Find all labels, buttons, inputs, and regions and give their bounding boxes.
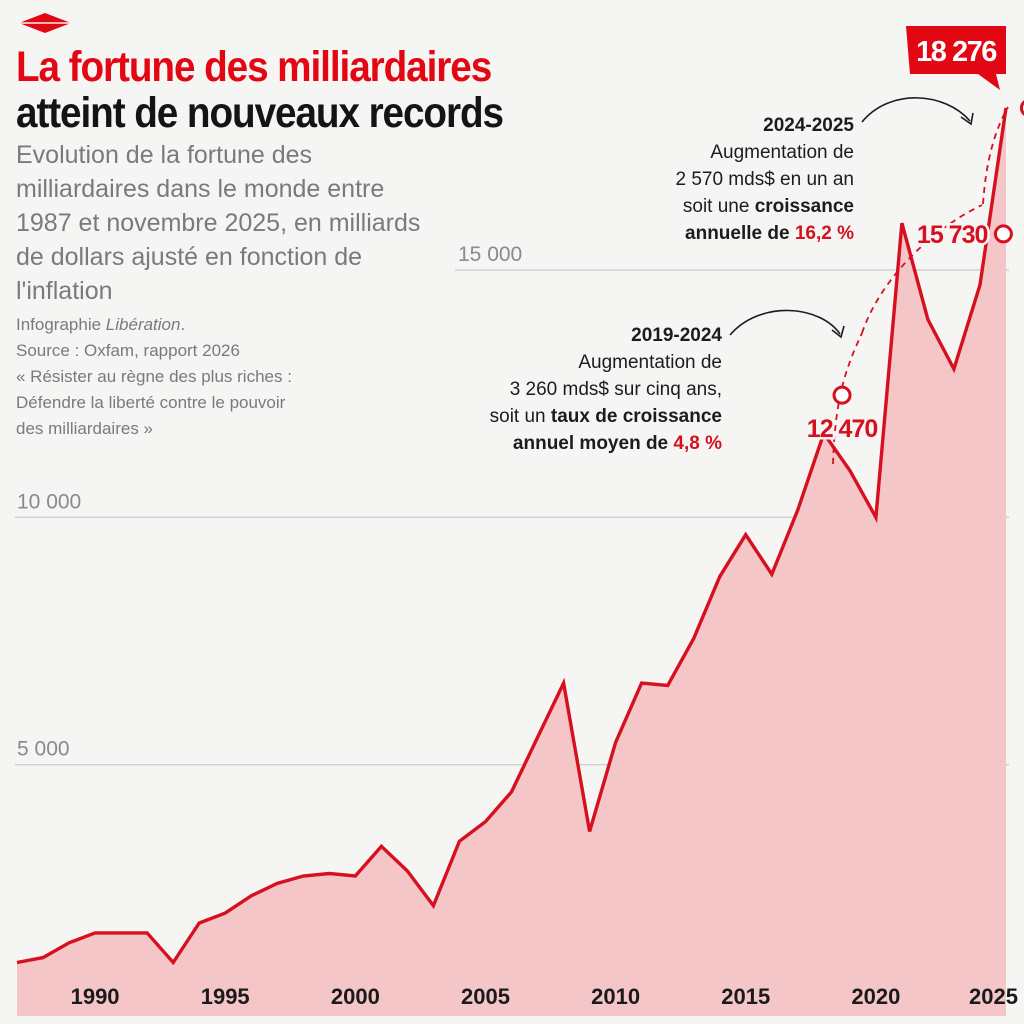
highlight-marker-1 xyxy=(993,224,1013,244)
annotation-2019-2024-line-4-bold: annuel moyen de xyxy=(512,433,674,454)
title-line-1: La fortune des milliardaires xyxy=(16,43,492,91)
annotation-2024-2025-line-2: 2 570 mds$ en un an xyxy=(675,169,854,190)
x-tick-label-2010: 2010 xyxy=(591,984,640,1009)
area-layer xyxy=(17,108,1006,1016)
annotation-2024-2025-line-3-bold: croissance xyxy=(754,196,854,217)
x-tick-label-1995: 1995 xyxy=(201,984,250,1009)
x-tick-label-2005: 2005 xyxy=(461,984,510,1009)
label-layer: 12 470 15 730 18 276 xyxy=(804,26,1006,446)
annotation-2019-2024-rate: 4,8 % xyxy=(673,433,722,454)
y-tick-label-5000: 5 000 xyxy=(17,738,70,761)
area-fill xyxy=(17,108,1006,1016)
x-tick-label-2025: 2025 xyxy=(969,984,1018,1009)
subtitle: Evolution de la fortune des milliardaire… xyxy=(16,141,421,305)
arrowhead-2024-2025 xyxy=(960,112,974,126)
highlight-marker-0 xyxy=(832,385,852,405)
y-tick-label-10000: 10 000 xyxy=(17,490,81,513)
annotation-2024-2025-line-1: Augmentation de xyxy=(710,142,854,163)
credit-infographie-name: Libération xyxy=(105,315,181,334)
arrow-2024-2025 xyxy=(861,97,971,123)
credit-infographie: Infographie Libération. xyxy=(16,312,456,338)
dashed-connector-2019-2024-b xyxy=(861,204,983,334)
x-tick-label-1990: 1990 xyxy=(71,984,120,1009)
annotation-2019-2024-line-4: annuel moyen de 4,8 % xyxy=(490,430,722,457)
title-line-2: atteint de nouveaux records xyxy=(16,89,504,137)
series-line xyxy=(16,107,1008,966)
arrow-2019-2024 xyxy=(729,309,841,336)
highlight-label-12470: 12 470 xyxy=(807,415,878,443)
x-tick-label-2000: 2000 xyxy=(331,984,380,1009)
highlight-label-18276: 18 276 xyxy=(916,36,997,68)
annotation-2024-2025-line-4: annuelle de 16,2 % xyxy=(675,220,854,247)
annotation-2019-2024: 2019-2024 Augmentation de 3 260 mds$ sur… xyxy=(490,322,722,457)
credit-report-line-3: des milliardaires » xyxy=(16,419,153,438)
credit-infographie-suffix: . xyxy=(180,315,186,334)
highlight-marker-2 xyxy=(1019,100,1024,116)
tick-layer: 1990 1995 2000 2005 2010 2015 2020 2025 xyxy=(71,984,1018,1009)
annotation-2019-2024-line-2: 3 260 mds$ sur cinq ans, xyxy=(509,379,722,400)
marker-layer xyxy=(832,100,1024,405)
arrowhead-2019-2024 xyxy=(831,325,845,339)
annotation-2019-2024-line-3-bold: taux de croissance xyxy=(550,406,722,427)
annotation-2019-2024-line-3-plain: soit un xyxy=(489,406,551,427)
annotation-2024-2025-title: 2024-2025 xyxy=(763,115,854,136)
x-tick-label-2015: 2015 xyxy=(721,984,770,1009)
callout-box-18276 xyxy=(906,26,1006,90)
highlight-label-15730: 15 730 xyxy=(917,221,988,249)
credit-report-line-2: Défendre la liberté contre le pouvoir xyxy=(16,393,286,412)
dashed-connector-2019-2024 xyxy=(832,332,863,465)
annotation-2019-2024-line-1: Augmentation de xyxy=(578,352,722,373)
annotation-2019-2024-title: 2019-2024 xyxy=(631,325,722,346)
liberation-logo xyxy=(19,13,71,33)
x-tick-label-2020: 2020 xyxy=(851,984,900,1009)
credits: Infographie Libération. Source : Oxfam, … xyxy=(16,312,456,442)
annotation-2024-2025: 2024-2025 Augmentation de 2 570 mds$ en … xyxy=(675,112,854,247)
annotation-2024-2025-line-4-bold: annuelle de xyxy=(685,223,795,244)
annotation-2024-2025-line-3: soit une croissance xyxy=(675,193,854,220)
y-tick-label-15000: 15 000 xyxy=(458,243,522,266)
annotation-2019-2024-line-3: soit un taux de croissance xyxy=(490,403,722,430)
annotation-2024-2025-line-3-plain: soit une xyxy=(682,196,755,217)
annotation-2024-2025-rate: 16,2 % xyxy=(794,223,854,244)
credit-report-line-1: « Résister au règne des plus riches : xyxy=(16,367,292,386)
line-layer xyxy=(16,107,1008,966)
credit-source: Source : Oxfam, rapport 2026 xyxy=(16,341,240,360)
credit-infographie-prefix: Infographie xyxy=(16,315,106,334)
